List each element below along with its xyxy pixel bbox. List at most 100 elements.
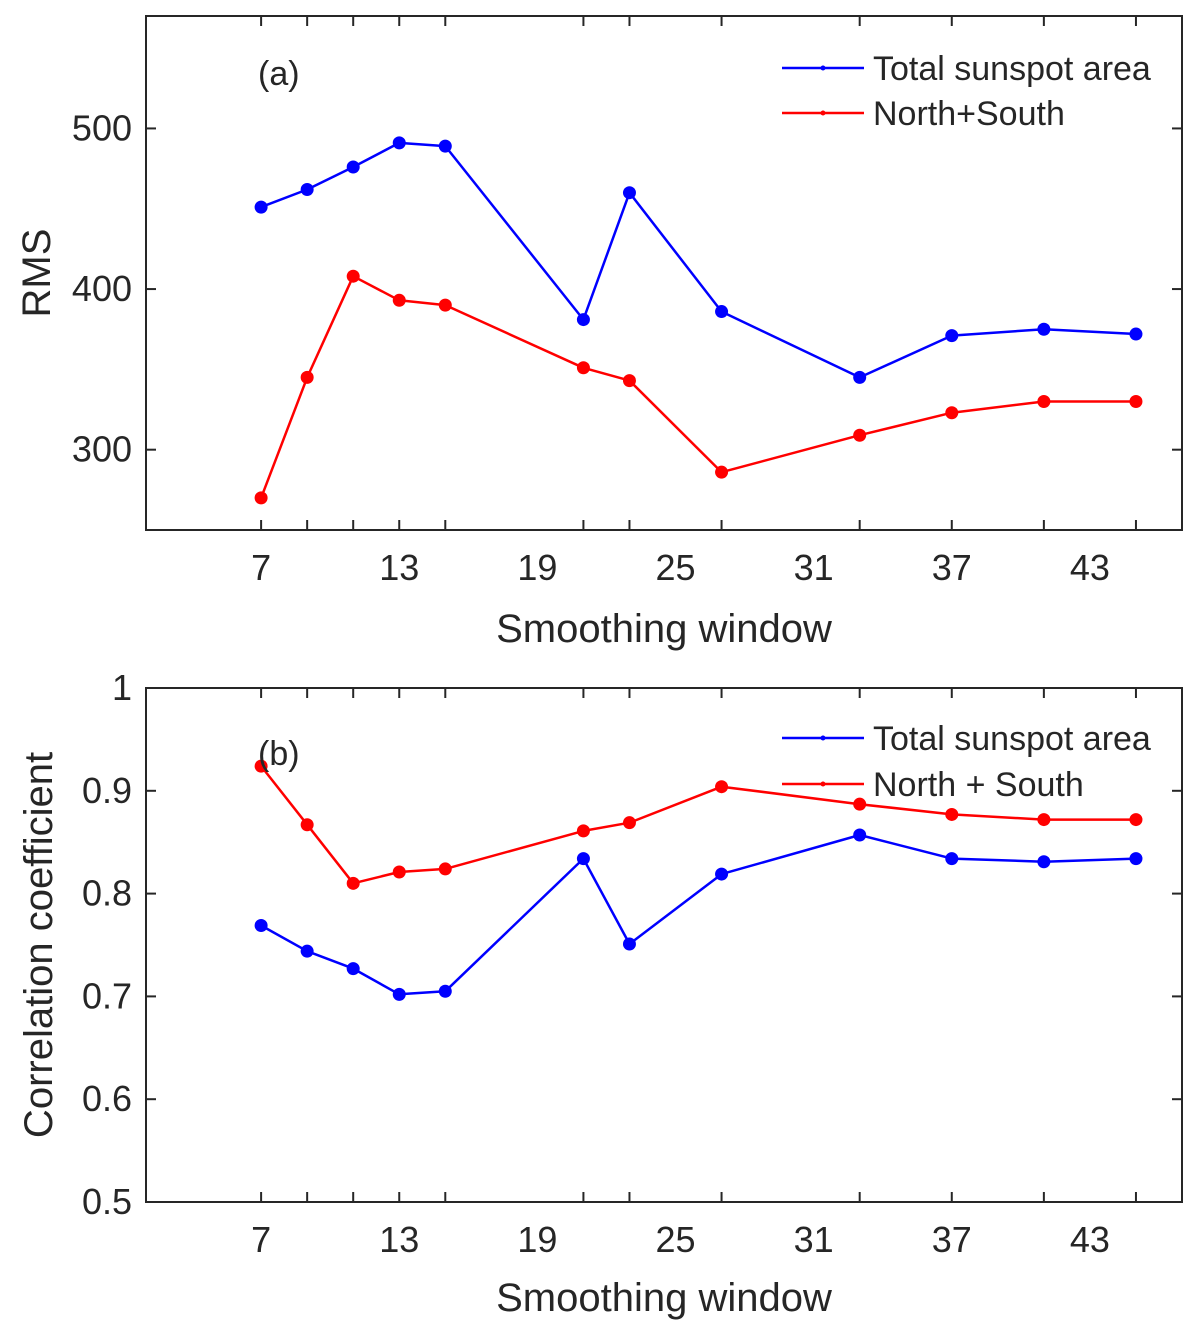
panel-b-y-label: Correlation coefficient — [17, 752, 61, 1138]
x-tick-label: 13 — [379, 547, 419, 588]
data-point-series-0 — [715, 867, 729, 881]
x-tick-label: 43 — [1070, 1219, 1110, 1260]
data-point-series-0 — [1037, 855, 1051, 869]
data-point-series-1 — [622, 816, 636, 830]
legend-marker-total — [820, 65, 826, 71]
y-tick-label: 0.9 — [82, 770, 132, 811]
legend-marker-north-south — [820, 110, 826, 116]
data-point-series-0 — [300, 944, 314, 958]
data-point-series-1 — [945, 406, 959, 420]
panel-a-series — [254, 136, 1143, 505]
panel-b-plot-area — [145, 687, 1183, 1203]
data-point-series-1 — [392, 865, 406, 879]
panel-b: 7 13 19 25 31 37 43 0.5 0.6 0.7 0.8 0.9 1 (b) Smoot… — [17, 667, 1183, 1320]
data-point-series-1 — [1129, 813, 1143, 827]
x-tick-label: 19 — [517, 547, 557, 588]
panel-b-label: (b) — [258, 735, 300, 773]
data-point-series-0 — [945, 329, 959, 343]
panel-b-y-axis: 0.5 0.6 0.7 0.8 0.9 1 — [82, 667, 1182, 1222]
data-point-series-1 — [254, 491, 268, 505]
x-tick-label: 13 — [379, 1219, 419, 1260]
data-point-series-1 — [853, 428, 867, 442]
data-point-series-0 — [715, 305, 729, 319]
x-tick-label: 7 — [251, 547, 271, 588]
data-point-series-1 — [438, 862, 452, 876]
data-point-series-1 — [1037, 813, 1051, 827]
panel-a-y-axis: 300 400 500 — [72, 107, 1182, 470]
data-point-series-1 — [576, 824, 590, 838]
data-point-series-0 — [1129, 327, 1143, 341]
data-point-series-1 — [438, 298, 452, 312]
data-point-series-0 — [622, 186, 636, 200]
series-line-1 — [260, 765, 1136, 885]
panel-a: 7 13 19 25 31 37 43 300 400 500 (a) Smoothing wi… — [15, 15, 1183, 651]
data-point-series-0 — [622, 937, 636, 951]
data-point-series-0 — [438, 984, 452, 998]
x-tick-label: 43 — [1070, 547, 1110, 588]
legend-label-total: Total sunspot area — [873, 720, 1151, 758]
data-point-series-1 — [853, 797, 867, 811]
data-point-series-0 — [1037, 322, 1051, 336]
panel-b-series — [254, 759, 1143, 1001]
data-point-series-0 — [576, 313, 590, 327]
data-point-series-0 — [300, 182, 314, 196]
series-line-1 — [259, 274, 1136, 499]
data-point-series-1 — [254, 759, 268, 773]
legend-label-total: Total sunspot area — [873, 50, 1151, 88]
x-tick-label: 37 — [932, 1219, 972, 1260]
data-point-series-1 — [392, 293, 406, 307]
panel-b-x-label: Smoothing window — [496, 1276, 832, 1320]
data-point-series-1 — [945, 807, 959, 821]
legend-marker-north-south — [820, 781, 826, 787]
data-point-series-0 — [438, 139, 452, 153]
x-tick-label: 25 — [655, 1219, 695, 1260]
data-point-series-0 — [576, 852, 590, 866]
data-point-series-1 — [715, 780, 729, 794]
y-tick-label: 0.7 — [82, 975, 132, 1016]
data-point-series-0 — [853, 828, 867, 842]
data-point-series-1 — [1129, 395, 1143, 408]
panel-a-plot-area — [145, 15, 1183, 531]
y-tick-label: 500 — [72, 107, 132, 148]
x-tick-label: 31 — [794, 1219, 834, 1260]
x-tick-label: 25 — [655, 547, 695, 588]
panel-a-x-axis: 7 13 19 25 31 37 43 — [251, 16, 1137, 588]
x-tick-label: 7 — [251, 1219, 271, 1260]
data-point-series-0 — [254, 200, 268, 214]
data-point-series-1 — [346, 269, 360, 283]
data-point-series-1 — [346, 876, 360, 890]
legend-label-north-south: North + South — [873, 766, 1084, 804]
panel-a-y-label: RMS — [15, 229, 59, 318]
y-tick-label: 0.6 — [82, 1078, 132, 1119]
data-point-series-1 — [300, 370, 314, 384]
series-line-0 — [260, 141, 1137, 379]
data-point-series-1 — [576, 361, 590, 375]
data-point-series-0 — [1129, 852, 1143, 866]
legend-marker-total — [820, 735, 826, 741]
x-tick-label: 37 — [932, 547, 972, 588]
panel-b-x-axis: 7 13 19 25 31 37 43 — [251, 688, 1137, 1260]
data-point-series-0 — [392, 136, 406, 150]
panel-a-x-label: Smoothing window — [496, 607, 832, 651]
x-tick-label: 31 — [794, 547, 834, 588]
data-point-series-1 — [1037, 395, 1051, 408]
data-point-series-0 — [392, 987, 406, 1001]
series-line-0 — [260, 833, 1137, 996]
panel-a-label: (a) — [258, 55, 300, 93]
data-point-series-0 — [346, 962, 360, 976]
y-tick-label: 300 — [72, 429, 132, 470]
data-point-series-0 — [346, 160, 360, 174]
y-tick-label: 1 — [112, 667, 132, 708]
y-tick-label: 0.8 — [82, 873, 132, 914]
data-point-series-1 — [300, 818, 314, 832]
panel-a-legend: Total sunspot area North+South — [782, 50, 1151, 133]
data-point-series-1 — [622, 374, 636, 388]
data-point-series-1 — [715, 465, 729, 479]
legend-label-north-south: North+South — [873, 95, 1065, 133]
data-point-series-0 — [254, 918, 268, 932]
x-tick-label: 19 — [517, 1219, 557, 1260]
y-tick-label: 400 — [72, 268, 132, 309]
y-tick-label: 0.5 — [82, 1181, 132, 1222]
data-point-series-0 — [945, 852, 959, 866]
